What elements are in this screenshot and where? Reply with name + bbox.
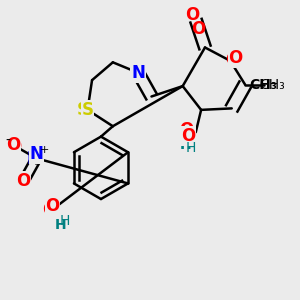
Text: S: S [82, 101, 94, 119]
Text: N: N [131, 64, 145, 82]
Text: -: - [11, 136, 16, 149]
Text: O: O [229, 49, 243, 67]
Text: H: H [55, 218, 67, 232]
Text: CH₃: CH₃ [259, 78, 285, 92]
Text: O: O [226, 51, 240, 69]
Text: S: S [77, 101, 89, 119]
Text: -: - [6, 134, 11, 148]
Text: O: O [6, 136, 20, 154]
Text: O: O [7, 138, 21, 156]
Text: +: + [40, 145, 50, 155]
Text: H: H [185, 141, 196, 154]
Text: O: O [185, 6, 200, 24]
Text: O: O [179, 121, 194, 139]
Text: CH₃: CH₃ [249, 78, 277, 92]
Text: +: + [32, 158, 40, 167]
Text: N: N [27, 150, 40, 168]
Text: O: O [15, 173, 28, 188]
Text: O: O [42, 201, 57, 219]
Text: O: O [45, 197, 60, 215]
Text: O: O [181, 127, 196, 145]
Text: H: H [59, 214, 70, 228]
Text: N: N [29, 145, 44, 163]
Text: H: H [179, 138, 191, 152]
Text: N: N [131, 64, 145, 82]
Text: O: O [16, 172, 30, 190]
Text: O: O [191, 20, 205, 38]
